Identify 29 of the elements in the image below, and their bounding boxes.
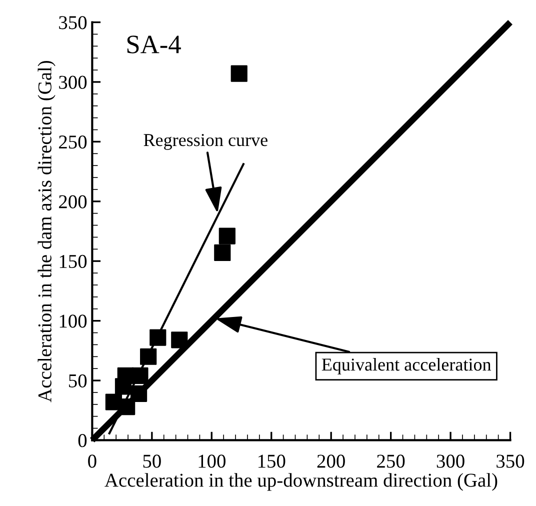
x-tick-label: 100 [198,454,226,468]
x-tick-label: 300 [436,454,464,468]
y-tick-label: 150 [60,254,87,268]
chart-title: SA-4 [127,36,181,54]
point [214,244,231,262]
y-tick-label: 250 [59,135,87,149]
x-tick-label: 150 [258,454,286,468]
x-tick-label: 350 [496,454,524,468]
y-tick-label: 50 [69,374,87,388]
point [130,385,148,402]
point [132,367,148,384]
x-tick-label: 200 [317,454,345,468]
point [230,65,248,82]
x-axis-title: Acceleration in the up-downstream direction (Gal) [104,473,498,491]
y-tick-label: 100 [60,314,87,328]
y-tick-label: 200 [59,195,87,208]
point [171,332,188,348]
y-tick-label: 350 [59,16,87,30]
y-axis-title: Acceleration in the dam axis direction (Gal) [38,60,56,402]
x-tick-label: 0 [88,454,96,468]
x-tick-label: 50 [143,454,161,468]
y-tick-label: 0 [78,434,87,448]
point [150,329,166,346]
annotation: Regression curve [144,134,268,150]
point [218,228,236,244]
y-tick-label: 300 [59,76,87,89]
annotation: Equivalent acceleration [322,358,492,374]
x-tick-label: 250 [377,454,405,468]
point [140,348,157,365]
